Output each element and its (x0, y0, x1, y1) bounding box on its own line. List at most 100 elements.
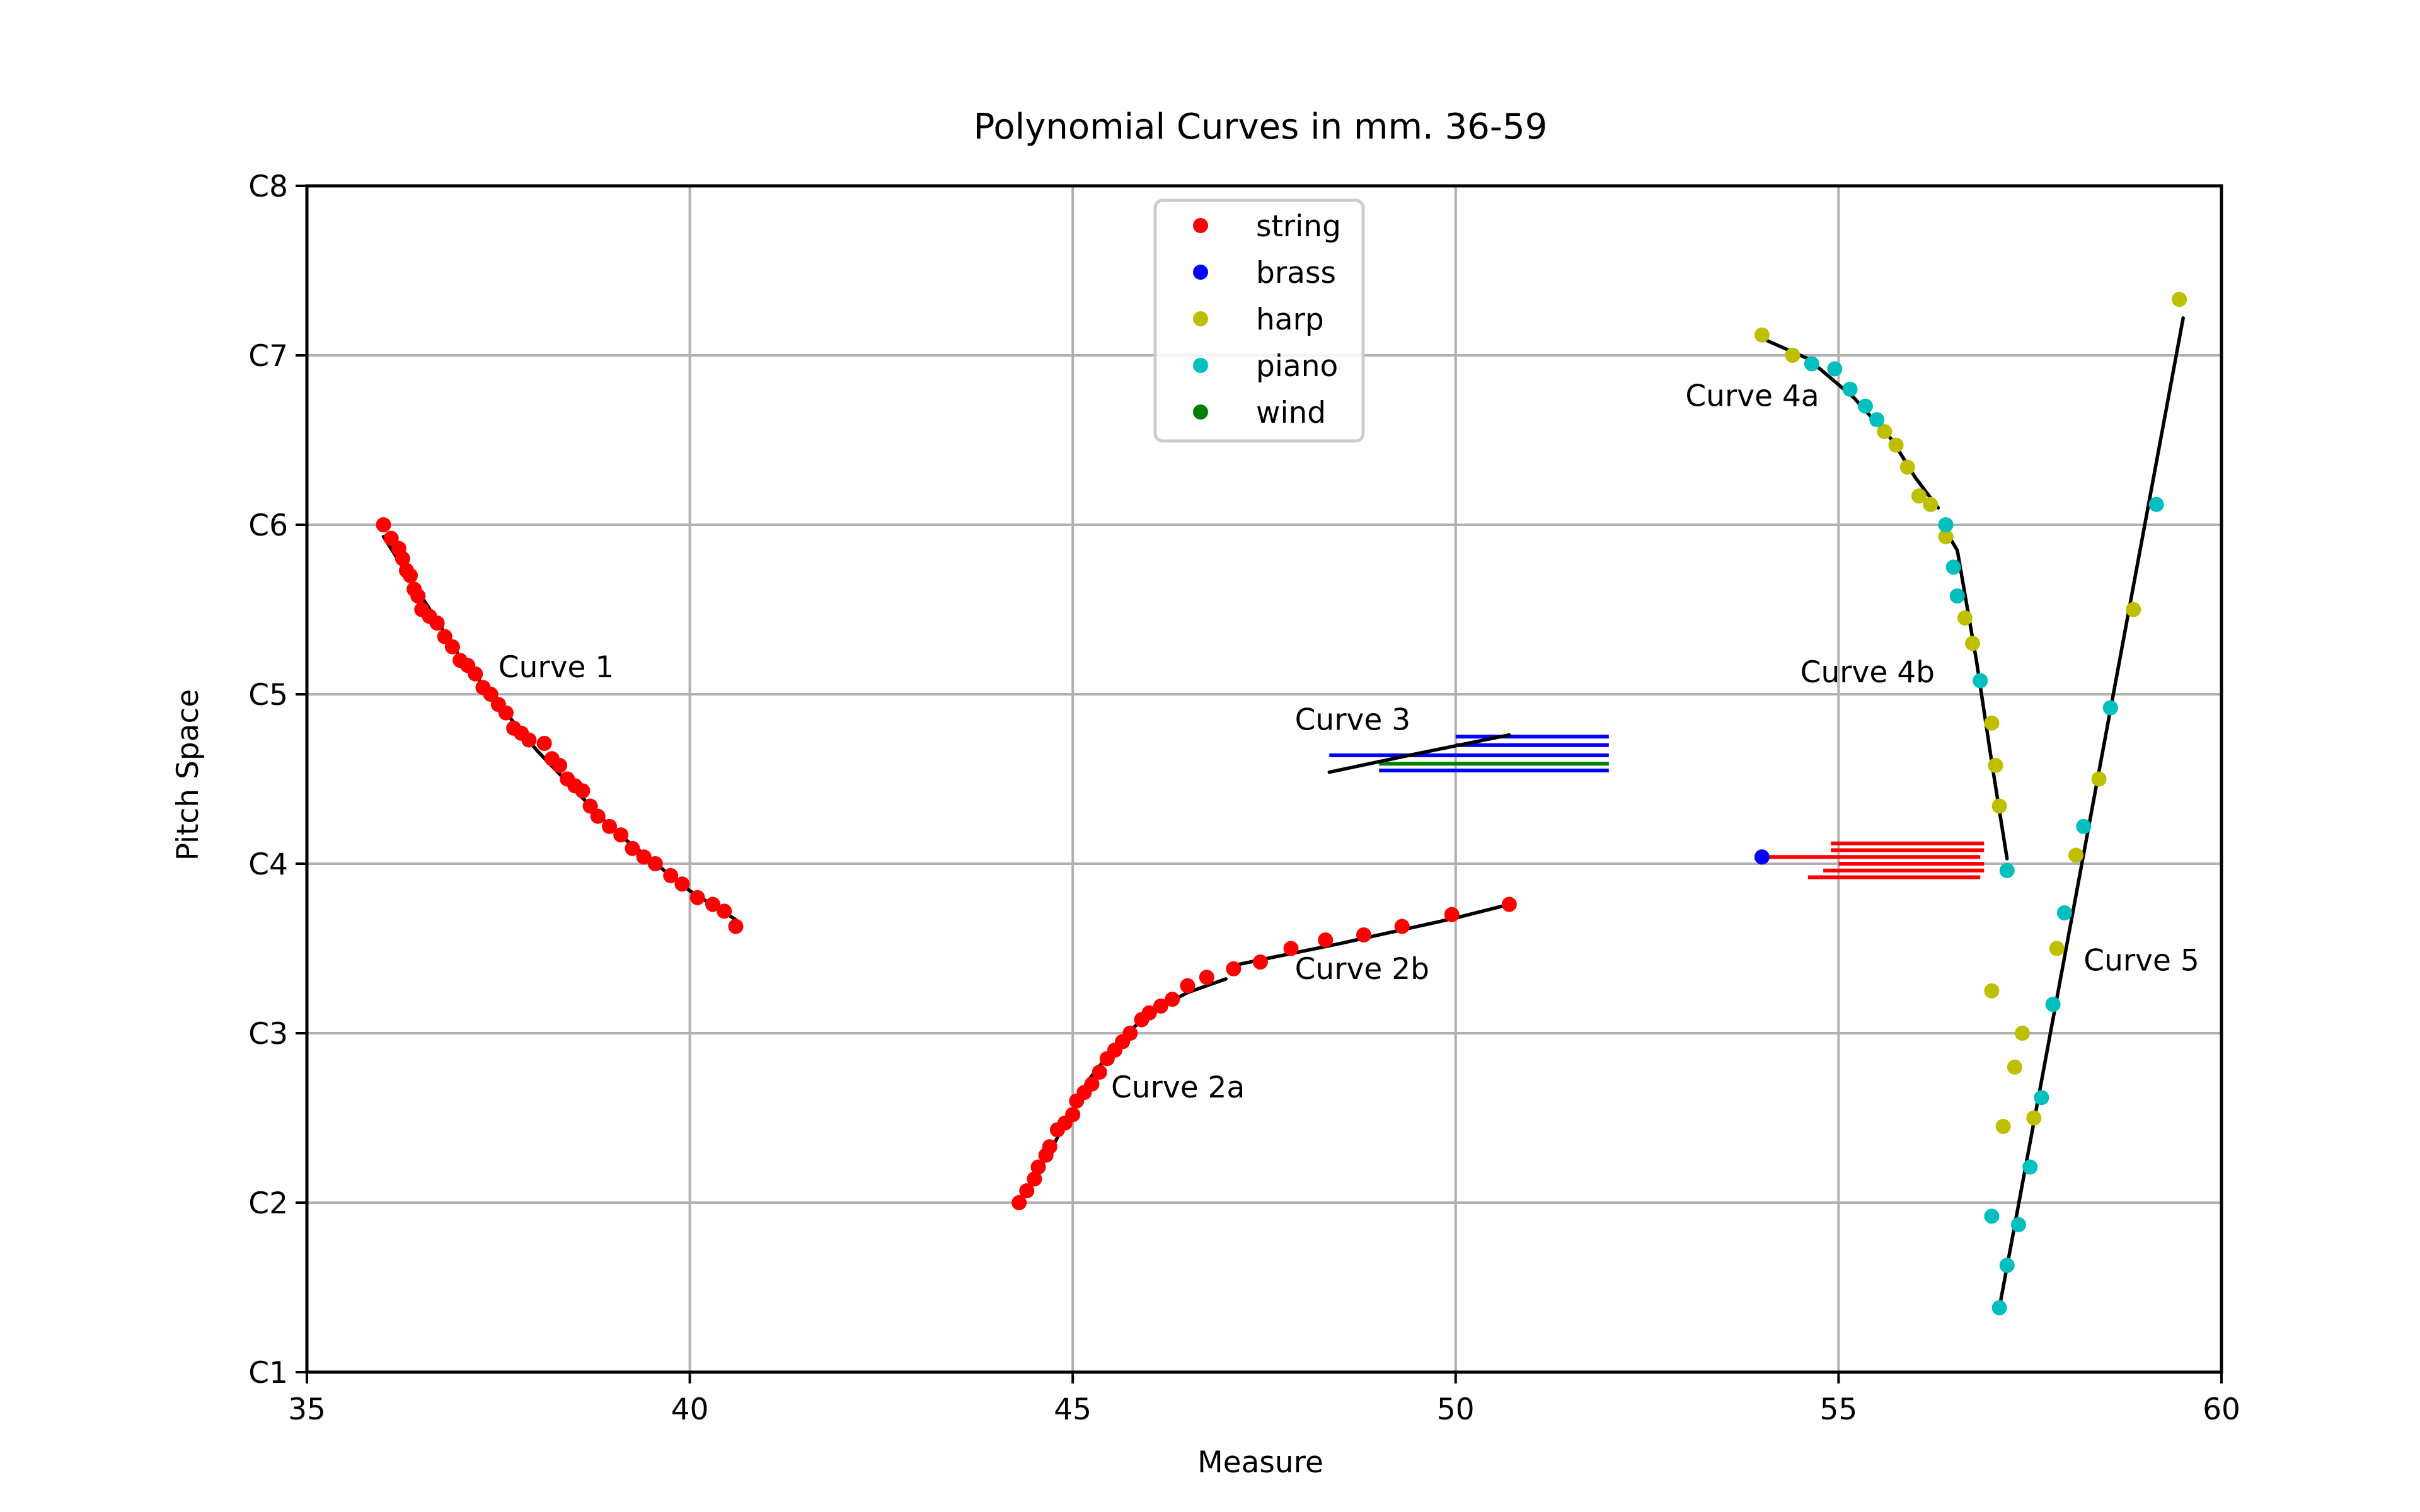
string-point (521, 732, 537, 748)
harp-point (1991, 798, 2007, 814)
piano-point (1949, 588, 1965, 604)
piano-point (1991, 1300, 2007, 1315)
brass-point (1754, 849, 1770, 865)
piano-point (2045, 997, 2061, 1012)
harp-point (1984, 715, 2000, 731)
string-point (1180, 978, 1196, 994)
x-tick-label: 45 (1054, 1392, 1092, 1427)
piano-point (1938, 517, 1954, 532)
harp-point (1957, 610, 1973, 626)
string-point (1501, 896, 1517, 912)
curve-label: Curve 1 (498, 650, 614, 685)
curve-label: Curve 2a (1111, 1070, 1245, 1105)
piano-point (1869, 412, 1885, 428)
x-tick-label: 40 (671, 1392, 709, 1427)
piano-point (1827, 361, 1843, 377)
curve-line (1997, 316, 2185, 1310)
legend-marker-wind (1193, 404, 1208, 420)
chart-title: Polynomial Curves in mm. 36-59 (974, 106, 1548, 147)
string-point (1042, 1139, 1057, 1155)
string-point (498, 705, 514, 721)
sustain-lines (1329, 735, 1985, 879)
piano-point (1973, 673, 1988, 689)
string-point (1444, 907, 1460, 922)
y-tick-label: C3 (248, 1017, 288, 1051)
piano-point (1984, 1208, 2000, 1224)
string-point (376, 517, 391, 532)
legend-marker-brass (1193, 265, 1208, 280)
string-point (728, 919, 744, 934)
curve-line (1940, 523, 2009, 861)
harp-point (1923, 496, 1939, 512)
string-point (1141, 1005, 1157, 1021)
string-point (602, 818, 618, 834)
harp-point (1988, 757, 2003, 773)
harp-point (2015, 1026, 2031, 1041)
curve-label: Curve 2b (1295, 952, 1429, 987)
harp-point (2026, 1110, 2042, 1126)
piano-point (1804, 356, 1819, 372)
legend-label-harp: harp (1256, 302, 1324, 337)
y-tick-label: C6 (248, 508, 288, 543)
piano-point (1842, 381, 1858, 397)
string-point (663, 868, 679, 883)
legend-label-piano: piano (1256, 349, 1338, 384)
piano-point (1857, 398, 1873, 414)
piano-point (2102, 700, 2118, 716)
y-tick-label: C1 (248, 1356, 288, 1390)
piano-point (2148, 496, 2164, 512)
string-point (468, 666, 483, 682)
string-point (410, 588, 426, 604)
harp-point (1754, 327, 1770, 343)
x-tick-label: 50 (1437, 1392, 1475, 1427)
y-axis-label: Pitch Space (171, 689, 205, 861)
piano-point (2010, 1217, 2026, 1232)
harp-point (1888, 437, 1904, 453)
string-point (636, 849, 652, 865)
curve-line (1327, 733, 1511, 774)
string-point (1199, 970, 1214, 985)
harp-point (2172, 292, 2187, 307)
string-point (674, 876, 690, 892)
curve-label: Curve 3 (1295, 702, 1411, 737)
curve-labels: Curve 1 Curve 2a Curve 2b Curve 3 Curve 4a Cu… (498, 379, 2199, 1106)
string-point (1122, 1026, 1138, 1041)
string-point (1394, 919, 1410, 934)
string-point (1165, 992, 1180, 1007)
data-points (376, 292, 2187, 1315)
harp-point (2007, 1059, 2022, 1075)
x-tick-label: 60 (2203, 1392, 2240, 1427)
string-point (536, 736, 552, 752)
y-tick-label: C8 (248, 169, 288, 204)
piano-point (2022, 1159, 2038, 1175)
piano-point (2076, 818, 2092, 834)
piano-point (2034, 1090, 2049, 1106)
legend: string brass harp piano wind (1153, 198, 1365, 443)
string-point (613, 827, 629, 843)
legend-label-string: string (1256, 209, 1341, 244)
legend-marker-string (1193, 218, 1208, 233)
harp-point (2049, 941, 2065, 956)
legend-marker-harp (1193, 311, 1208, 326)
string-point (429, 616, 445, 631)
string-point (717, 903, 732, 919)
harp-point (1995, 1118, 2011, 1134)
curve-label: Curve 5 (2083, 943, 2199, 978)
harp-point (1785, 348, 1801, 363)
string-point (1030, 1159, 1046, 1175)
x-tick-label: 55 (1819, 1392, 1857, 1427)
y-tick-label: C2 (248, 1186, 288, 1221)
piano-point (1999, 862, 2015, 878)
curve-label: Curve 4a (1685, 379, 1819, 414)
string-point (1092, 1064, 1107, 1080)
string-point (1084, 1076, 1100, 1092)
legend-label-wind: wind (1256, 396, 1326, 430)
string-point (1065, 1107, 1081, 1123)
string-point (689, 890, 705, 905)
string-point (625, 840, 640, 856)
harp-point (2126, 602, 2141, 617)
string-point (647, 856, 663, 871)
y-tick-label: C7 (248, 339, 288, 374)
x-axis-label: Measure (1197, 1445, 1323, 1480)
